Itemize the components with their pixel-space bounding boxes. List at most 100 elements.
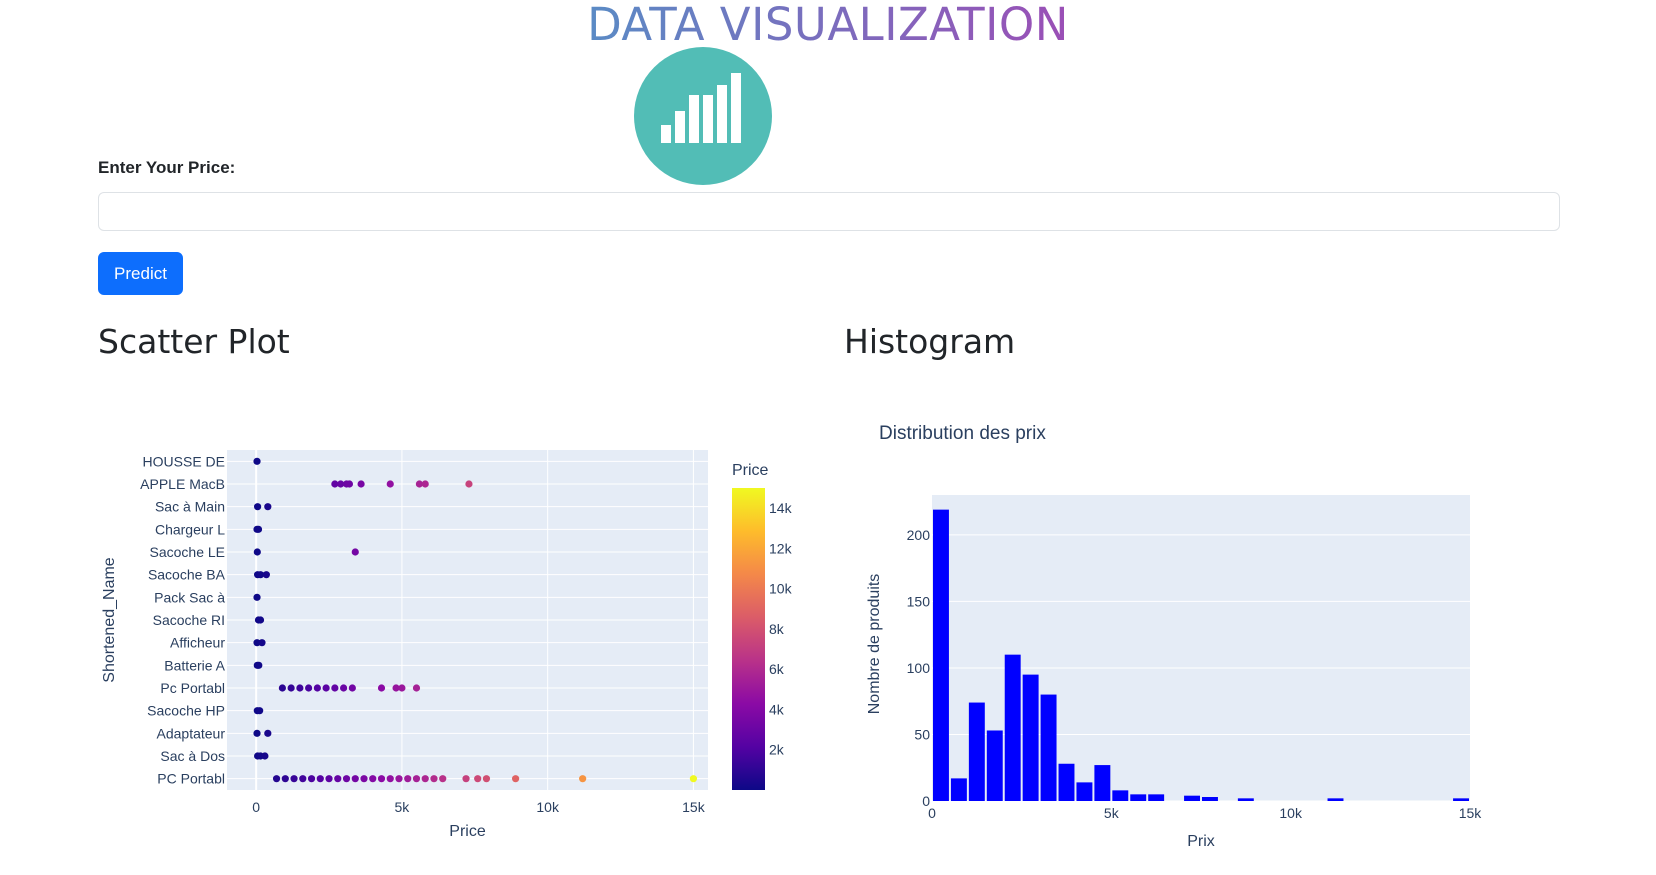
scatter-point bbox=[342, 480, 351, 488]
histogram-y-tick: 150 bbox=[907, 593, 931, 609]
scatter-point bbox=[254, 571, 262, 579]
scatter-point bbox=[386, 775, 394, 783]
scatter-point bbox=[256, 752, 265, 760]
scatter-y-tick: Sacoche LE bbox=[150, 544, 226, 560]
histogram-bar bbox=[1022, 674, 1039, 801]
scatter-y-tick: HOUSSE DE bbox=[143, 453, 225, 469]
scatter-point bbox=[331, 480, 339, 488]
scatter-point bbox=[465, 480, 473, 488]
scatter-point bbox=[421, 775, 429, 783]
scatter-point bbox=[689, 775, 698, 783]
scatter-point bbox=[579, 775, 587, 783]
scatter-y-axis-title: Shortened_Name bbox=[101, 557, 118, 683]
scatter-point bbox=[254, 503, 262, 511]
scatter-point bbox=[351, 775, 359, 783]
scatter-point bbox=[322, 684, 330, 692]
scatter-y-tick: Adaptateur bbox=[157, 725, 226, 741]
scatter-point bbox=[272, 775, 281, 783]
scatter-point bbox=[342, 775, 351, 783]
histogram-bar bbox=[1202, 797, 1218, 801]
scatter-point bbox=[258, 639, 266, 647]
scatter-y-tick: PC Portabl bbox=[157, 771, 225, 787]
histogram-bar bbox=[1148, 794, 1165, 801]
scatter-point bbox=[482, 775, 491, 783]
scatter-point bbox=[351, 548, 359, 556]
histogram-x-tick: 5k bbox=[1104, 805, 1120, 821]
scatter-point bbox=[253, 457, 261, 465]
scatter-x-tick: 10k bbox=[536, 799, 560, 815]
scatter-point bbox=[412, 684, 421, 692]
histogram-bar bbox=[1040, 694, 1057, 801]
predict-button[interactable]: Predict bbox=[98, 252, 183, 295]
scatter-point bbox=[462, 775, 470, 783]
scatter-point bbox=[325, 775, 333, 783]
histogram-bar bbox=[1058, 763, 1075, 801]
scatter-colorbar bbox=[732, 488, 765, 790]
scatter-x-axis-title: Price bbox=[449, 823, 486, 840]
scatter-point bbox=[404, 775, 412, 783]
histogram-y-tick: 0 bbox=[922, 793, 930, 809]
scatter-point bbox=[254, 752, 262, 760]
page-title: DATA VISUALIZATION bbox=[0, 0, 1656, 51]
scatter-point bbox=[253, 593, 261, 601]
scatter-point bbox=[255, 661, 263, 669]
scatter-point bbox=[296, 684, 304, 692]
scatter-point bbox=[395, 775, 403, 783]
scatter-y-tick: Sac à Main bbox=[155, 499, 225, 515]
scatter-point bbox=[254, 616, 263, 624]
scatter-x-tick: 5k bbox=[395, 799, 411, 815]
scatter-point bbox=[253, 525, 261, 533]
scatter-point bbox=[511, 775, 520, 783]
scatter-point bbox=[369, 775, 377, 783]
histogram-bar bbox=[1004, 654, 1021, 801]
histogram-y-tick: 50 bbox=[914, 726, 930, 742]
scatter-y-tick: APPLE MacB bbox=[140, 476, 225, 492]
histogram-bar bbox=[1076, 782, 1093, 801]
scatter-plot-heading: Scatter Plot bbox=[98, 322, 290, 361]
price-input[interactable] bbox=[98, 192, 1560, 231]
price-label: Enter Your Price: bbox=[98, 158, 236, 177]
scatter-point bbox=[357, 480, 365, 488]
histogram-x-tick: 0 bbox=[928, 805, 936, 821]
scatter-point bbox=[412, 775, 421, 783]
scatter-colorbar-tick: 14k bbox=[769, 500, 793, 516]
scatter-point bbox=[421, 480, 429, 488]
histogram-heading: Histogram bbox=[844, 322, 1016, 361]
scatter-point bbox=[261, 752, 269, 760]
scatter-colorbar-tick: 2k bbox=[769, 742, 785, 758]
bar-chart-icon bbox=[634, 47, 772, 185]
scatter-point bbox=[262, 571, 270, 579]
scatter-y-tick: Afficheur bbox=[170, 635, 225, 651]
scatter-point bbox=[360, 775, 368, 783]
scatter-point bbox=[299, 775, 307, 783]
scatter-point bbox=[337, 480, 345, 488]
scatter-point bbox=[264, 729, 272, 737]
histogram-y-axis-title: Nombre de produits bbox=[866, 574, 883, 715]
scatter-point bbox=[254, 525, 263, 533]
scatter-point bbox=[305, 684, 313, 692]
scatter-y-tick: Batterie A bbox=[164, 657, 225, 673]
scatter-y-tick: Sacoche HP bbox=[147, 703, 225, 719]
scatter-point bbox=[316, 775, 324, 783]
histogram-x-axis-title: Prix bbox=[1187, 833, 1215, 850]
histogram-title: Distribution des prix bbox=[879, 423, 1046, 444]
scatter-point bbox=[340, 684, 348, 692]
histogram-bar bbox=[986, 730, 1003, 801]
scatter-point bbox=[439, 775, 447, 783]
histogram-bar bbox=[968, 702, 985, 801]
scatter-y-tick: Sacoche RI bbox=[153, 612, 225, 628]
scatter-point bbox=[253, 729, 261, 737]
scatter-x-tick: 15k bbox=[682, 799, 706, 815]
scatter-colorbar-tick: 12k bbox=[769, 540, 793, 556]
scatter-point bbox=[307, 775, 316, 783]
histogram-bar bbox=[933, 509, 949, 801]
scatter-point bbox=[253, 707, 261, 715]
scatter-y-tick: Chargeur L bbox=[155, 521, 225, 537]
scatter-colorbar-tick: 6k bbox=[769, 661, 785, 677]
scatter-point bbox=[290, 775, 298, 783]
scatter-point bbox=[415, 480, 423, 488]
page-title-text: DATA VISUALIZATION bbox=[587, 0, 1069, 51]
scatter-colorbar-tick: 8k bbox=[769, 621, 785, 637]
scatter-y-tick: Pack Sac à bbox=[154, 589, 225, 605]
